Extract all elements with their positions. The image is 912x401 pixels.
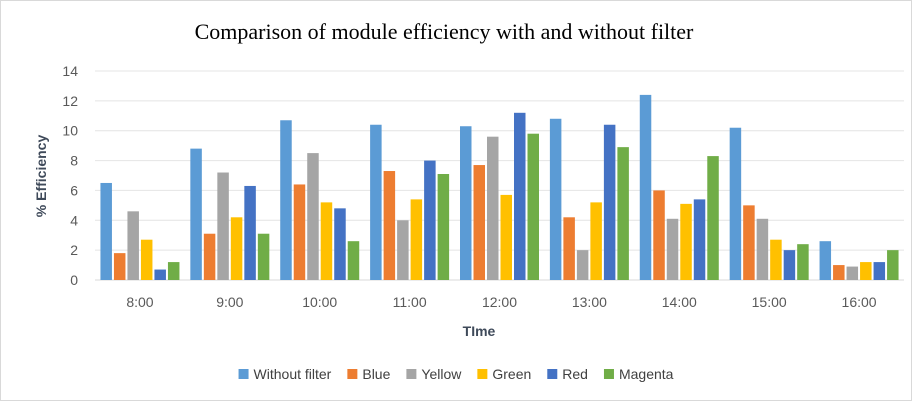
legend-label: Yellow: [421, 366, 462, 382]
bar-without-filter: [460, 126, 472, 280]
bar-magenta: [887, 250, 899, 280]
bar-without-filter: [370, 124, 382, 280]
y-tick-label: 12: [62, 93, 78, 109]
x-tick-label: 12:00: [482, 294, 517, 310]
legend-swatch: [406, 369, 417, 379]
x-tick-label: 15:00: [752, 294, 787, 310]
bar-magenta: [797, 244, 809, 280]
bar-magenta: [167, 262, 180, 280]
bar-red: [603, 124, 616, 280]
bar-red: [154, 269, 166, 280]
x-tick-label: 9:00: [216, 294, 243, 310]
bar-red: [424, 160, 436, 280]
bar-red: [514, 112, 526, 280]
bar-without-filter: [549, 118, 562, 281]
bar-blue: [293, 184, 306, 280]
bar-without-filter: [280, 120, 292, 280]
legend-label: Magenta: [619, 366, 674, 382]
x-axis-ticks: 8:00 9:00 10:00 11:00 12:00 13:00 14:00 15:00 16…: [126, 294, 876, 310]
bar-green: [590, 202, 602, 280]
bar-blue: [473, 165, 485, 280]
y-axis-title: % Efficiency: [33, 135, 49, 218]
bar-yellow: [756, 218, 769, 280]
bar-blue: [383, 171, 396, 280]
gridlines: [95, 70, 904, 281]
bar-magenta: [527, 133, 539, 280]
bar-red: [873, 262, 886, 280]
bar-without-filter: [729, 127, 742, 280]
bar-yellow: [127, 211, 139, 280]
bar-blue: [203, 233, 216, 280]
bar-green: [500, 194, 512, 280]
bar-magenta: [437, 174, 450, 280]
y-tick-label: 10: [62, 123, 78, 139]
bar-without-filter: [190, 148, 202, 280]
x-tick-label: 11:00: [393, 294, 427, 310]
bar-blue: [113, 253, 126, 280]
bar-magenta: [617, 147, 629, 280]
bar-blue: [563, 217, 575, 280]
bar-yellow: [397, 220, 409, 280]
bar-magenta: [347, 241, 360, 280]
bar-without-filter: [819, 241, 832, 280]
legend-swatch: [238, 369, 249, 379]
legend-label: Red: [562, 366, 588, 382]
y-axis-ticks: 0 2 4 6 8 10 12 14: [62, 63, 78, 288]
bar-yellow: [487, 136, 499, 280]
x-axis-title: TIme: [463, 323, 496, 339]
y-tick-label: 4: [70, 212, 78, 228]
bar-red: [693, 199, 706, 280]
x-tick-label: 16:00: [842, 294, 877, 310]
y-tick-label: 14: [62, 63, 78, 79]
bar-blue: [653, 190, 665, 280]
bar-green: [410, 199, 423, 280]
legend-label: Without filter: [254, 366, 332, 382]
bar-yellow: [217, 172, 229, 280]
x-tick-label: 14:00: [662, 294, 697, 310]
bar-yellow: [846, 266, 859, 280]
bar-blue: [833, 265, 845, 280]
legend-swatch: [347, 369, 358, 379]
bar-yellow: [307, 153, 319, 280]
bar-red: [783, 250, 796, 280]
x-tick-label: 8:00: [126, 294, 153, 310]
bar-blue: [743, 205, 755, 280]
legend-label: Green: [492, 366, 531, 382]
bar-green: [680, 203, 692, 280]
chart-title: Comparison of module efficiency with and…: [194, 19, 694, 44]
bar-magenta: [707, 156, 719, 280]
y-tick-label: 0: [70, 272, 78, 288]
bar-green: [230, 217, 243, 280]
y-tick-label: 2: [70, 242, 78, 258]
bar-yellow: [576, 250, 589, 280]
legend: Without filter Blue Yellow Green Red Magenta: [238, 366, 674, 382]
bar-red: [334, 208, 346, 280]
x-tick-label: 10:00: [302, 294, 337, 310]
legend-swatch: [547, 369, 558, 379]
bars: [100, 94, 899, 281]
bar-green: [860, 262, 872, 280]
bar-without-filter: [639, 94, 652, 280]
y-tick-label: 8: [70, 153, 78, 169]
bar-red: [244, 185, 256, 280]
legend-label: Blue: [362, 366, 390, 382]
y-tick-label: 6: [70, 182, 78, 198]
bar-green: [320, 202, 333, 280]
bar-green: [770, 239, 782, 280]
legend-swatch: [477, 369, 488, 379]
bar-green: [140, 239, 153, 280]
legend-swatch: [603, 369, 614, 379]
bar-yellow: [666, 218, 679, 280]
x-tick-label: 13:00: [572, 294, 607, 310]
bar-magenta: [257, 233, 270, 280]
bar-without-filter: [100, 182, 112, 280]
